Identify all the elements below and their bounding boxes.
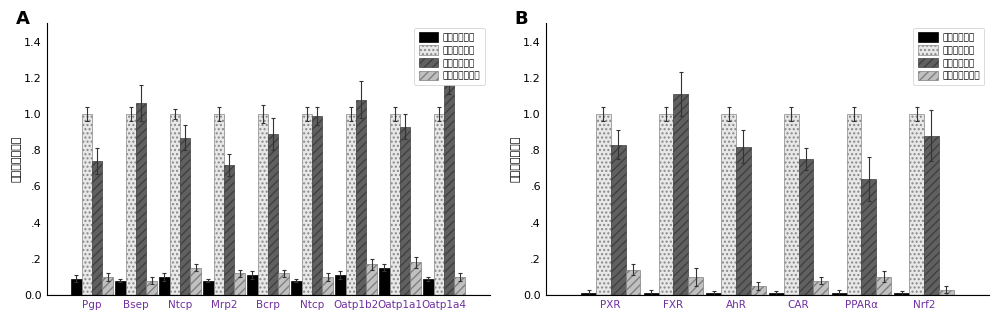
Bar	[278, 273, 289, 295]
Bar	[390, 114, 400, 295]
Bar	[769, 293, 784, 295]
Bar	[190, 268, 201, 295]
Bar	[799, 159, 813, 295]
Bar	[247, 275, 258, 295]
Bar	[688, 277, 703, 295]
Bar	[721, 114, 736, 295]
Bar	[909, 114, 924, 295]
Bar	[224, 165, 234, 295]
Bar	[322, 277, 333, 295]
Bar	[71, 279, 82, 295]
Bar	[356, 100, 366, 295]
Y-axis label: 相对基因表达量: 相对基因表达量	[11, 136, 21, 182]
Bar	[366, 264, 377, 295]
Bar	[581, 293, 596, 295]
Bar	[861, 179, 876, 295]
Bar	[312, 116, 322, 295]
Bar	[644, 293, 659, 295]
Bar	[784, 114, 799, 295]
Bar	[102, 277, 113, 295]
Bar	[659, 114, 673, 295]
Bar	[410, 263, 421, 295]
Bar	[268, 134, 278, 295]
Bar	[234, 273, 245, 295]
Bar	[180, 137, 190, 295]
Bar	[596, 114, 611, 295]
Text: A: A	[15, 10, 29, 28]
Bar	[126, 114, 136, 295]
Bar	[146, 281, 157, 295]
Bar	[673, 94, 688, 295]
Bar	[82, 114, 92, 295]
Bar	[847, 114, 861, 295]
Bar	[92, 161, 102, 295]
Bar	[379, 268, 390, 295]
Bar	[832, 293, 847, 295]
Bar	[170, 114, 180, 295]
Bar	[346, 114, 356, 295]
Bar	[291, 281, 302, 295]
Bar	[434, 114, 444, 295]
Bar	[706, 293, 721, 295]
Bar	[611, 145, 626, 295]
Bar	[115, 281, 126, 295]
Bar	[454, 277, 465, 295]
Bar	[400, 127, 410, 295]
Bar	[258, 114, 268, 295]
Bar	[939, 290, 954, 295]
Bar	[813, 281, 828, 295]
Bar	[203, 281, 214, 295]
Bar	[444, 76, 454, 295]
Bar	[214, 114, 224, 295]
Bar	[894, 293, 909, 295]
Text: B: B	[515, 10, 528, 28]
Legend: 鼠尾纤维细胞, 小鼠肝脏细胞, 传统肝样细胞, 优化后肝样细胞: 鼠尾纤维细胞, 小鼠肝脏细胞, 传统肝样细胞, 优化后肝样细胞	[913, 28, 984, 85]
Bar	[626, 270, 640, 295]
Bar	[876, 277, 891, 295]
Bar	[302, 114, 312, 295]
Bar	[736, 147, 751, 295]
Bar	[924, 136, 939, 295]
Bar	[751, 286, 766, 295]
Bar	[159, 277, 170, 295]
Bar	[335, 275, 346, 295]
Bar	[136, 103, 146, 295]
Y-axis label: 相对基因表达量: 相对基因表达量	[510, 136, 520, 182]
Legend: 鼠尾纤维细胞, 小鼠肝脏细胞, 传统肝样细胞, 优化后肝样细胞: 鼠尾纤维细胞, 小鼠肝脏细胞, 传统肝样细胞, 优化后肝样细胞	[414, 28, 485, 85]
Bar	[423, 279, 434, 295]
